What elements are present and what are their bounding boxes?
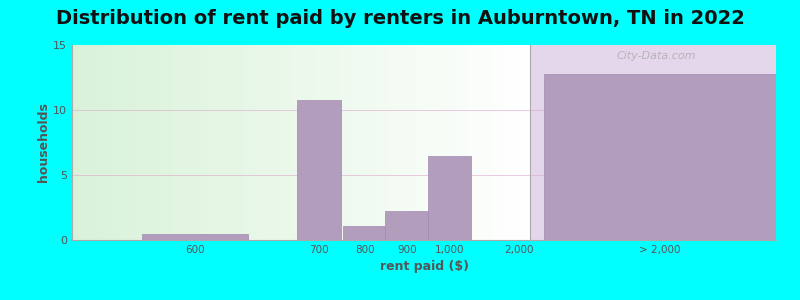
Y-axis label: households: households <box>38 103 50 182</box>
Bar <box>544 74 776 240</box>
Bar <box>530 45 776 240</box>
Text: City-Data.com: City-Data.com <box>617 51 696 61</box>
Bar <box>427 155 471 240</box>
Bar <box>386 212 429 240</box>
Bar <box>298 100 341 240</box>
X-axis label: rent paid ($): rent paid ($) <box>379 260 469 273</box>
Bar <box>142 233 248 240</box>
Text: Distribution of rent paid by renters in Auburntown, TN in 2022: Distribution of rent paid by renters in … <box>55 9 745 28</box>
Bar <box>343 226 386 240</box>
